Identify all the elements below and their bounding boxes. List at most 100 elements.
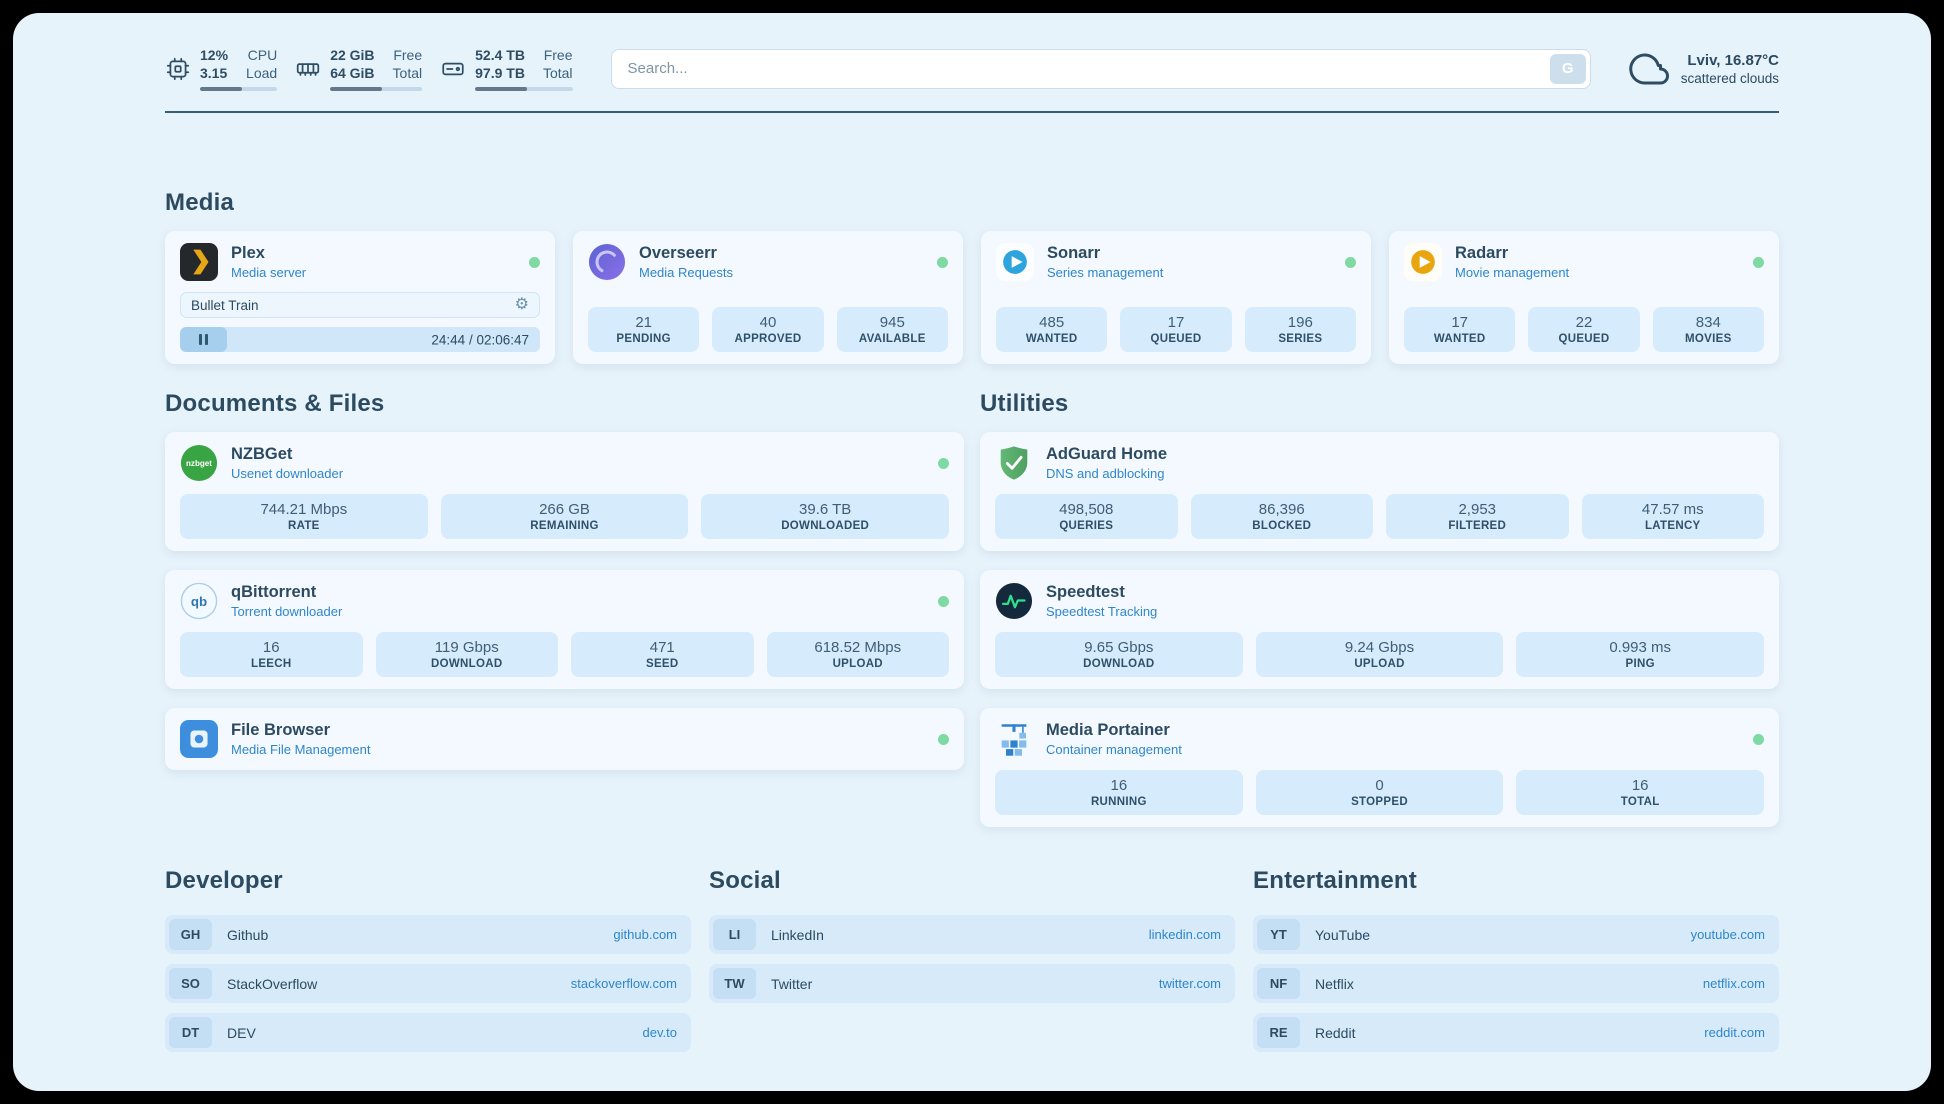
app-card-adguard[interactable]: AdGuard Home DNS and adblocking 498,508 Q… <box>980 432 1779 552</box>
app-card-radarr[interactable]: Radarr Movie management 17 WANTED 22 QUEUE… <box>1389 231 1779 365</box>
app-card-portainer[interactable]: Media Portainer Container management 16 R… <box>980 708 1779 828</box>
qbittorrent-icon: qb <box>180 582 218 620</box>
radarr-header: Radarr Movie management <box>1404 243 1764 282</box>
dev-icon: DT <box>169 1017 212 1049</box>
cpu-metric-body: 12% 3.15 CPU Load <box>200 46 278 92</box>
disk-meter-fill <box>475 87 527 92</box>
twitter-icon: TW <box>713 968 756 1000</box>
bookmark-url[interactable]: linkedin.com <box>1148 927 1221 943</box>
search-input[interactable] <box>610 48 1591 89</box>
stat-box: 471 SEED <box>571 632 754 678</box>
disk-metric: 52.4 TB 97.9 TB Free Total <box>440 46 573 92</box>
bookmark-url[interactable]: github.com <box>613 927 677 943</box>
disk-metric-body: 52.4 TB 97.9 TB Free Total <box>475 46 573 92</box>
bookmark-name: YouTube <box>1315 926 1371 943</box>
section-media: Media Plex Media server <box>165 189 1779 365</box>
bookmark-dev[interactable]: DT DEV dev.to <box>165 1013 691 1053</box>
cpu-icon <box>165 56 191 82</box>
section-documents: Documents & Files nzbget NZBGet Usenet d… <box>165 390 964 827</box>
stat-box: 498,508 QUERIES <box>995 494 1178 540</box>
bookmark-url[interactable]: stackoverflow.com <box>570 976 677 992</box>
speedtest-header: Speedtest Speedtest Tracking <box>995 582 1764 620</box>
weather-widget[interactable]: Lviv, 16.87°C scattered clouds <box>1628 48 1779 90</box>
app-desc: Container management <box>1046 742 1182 758</box>
app-desc: Movie management <box>1455 265 1570 281</box>
stackoverflow-icon: SO <box>169 968 212 1000</box>
app-name: Overseerr <box>639 244 717 263</box>
plex-icon <box>180 243 218 282</box>
app-name: Media Portainer <box>1046 721 1170 740</box>
google-search-button[interactable]: G <box>1549 53 1586 84</box>
bookmark-url[interactable]: reddit.com <box>1704 1025 1765 1041</box>
ram-total-value: 64 GiB <box>330 65 375 82</box>
bookmark-url[interactable]: twitter.com <box>1158 976 1221 992</box>
bookmark-twitter[interactable]: TW Twitter twitter.com <box>709 964 1235 1004</box>
bookmark-url[interactable]: dev.to <box>642 1025 677 1041</box>
app-card-overseerr[interactable]: Overseerr Media Requests 21 PENDING 40 APP… <box>573 231 963 365</box>
status-dot <box>529 256 540 268</box>
bookmark-url[interactable]: netflix.com <box>1702 976 1765 992</box>
ram-icon <box>295 56 321 82</box>
entertainment-section-title: Entertainment <box>1253 867 1417 895</box>
system-metrics: 12% 3.15 CPU Load <box>165 46 573 92</box>
bookmark-name: Twitter <box>771 975 813 992</box>
portainer-titles: Media Portainer Container management <box>1046 721 1182 757</box>
app-name: Sonarr <box>1047 244 1101 263</box>
overseerr-titles: Overseerr Media Requests <box>639 244 733 280</box>
bookmark-youtube[interactable]: YT YouTube youtube.com <box>1253 915 1779 955</box>
app-desc: DNS and adblocking <box>1046 466 1165 482</box>
nzbget-header: nzbget NZBGet Usenet downloader <box>180 444 949 482</box>
bookmark-reddit[interactable]: RE Reddit reddit.com <box>1253 1013 1779 1053</box>
adguard-stats: 498,508 QUERIES 86,396 BLOCKED 2,953 FILTER… <box>995 494 1764 540</box>
media-grid: Plex Media server Bullet Train ⚙ 24:44 <box>165 231 1779 365</box>
section-social: Social LI LinkedIn linkedin.com TW Twitt… <box>709 867 1235 1052</box>
weather-condition: scattered clouds <box>1680 70 1779 86</box>
stat-box: 47.57 ms LATENCY <box>1581 494 1764 540</box>
app-card-sonarr[interactable]: Sonarr Series management 485 WANTED 17 QUE… <box>981 231 1371 365</box>
app-desc: Series management <box>1047 265 1164 281</box>
bookmark-stackoverflow[interactable]: SO StackOverflow stackoverflow.com <box>165 964 691 1004</box>
app-card-nzbget[interactable]: nzbget NZBGet Usenet downloader 744.21 M… <box>165 432 964 552</box>
bookmark-netflix[interactable]: NF Netflix netflix.com <box>1253 964 1779 1004</box>
bookmark-name: Github <box>227 926 269 943</box>
app-card-filebrowser[interactable]: File Browser Media File Management <box>165 708 964 771</box>
filebrowser-icon <box>180 720 218 759</box>
stat-box: 9.24 Gbps UPLOAD <box>1255 632 1504 678</box>
two-column-area: Documents & Files nzbget NZBGet Usenet d… <box>165 390 1779 828</box>
filebrowser-header: File Browser Media File Management <box>180 720 949 759</box>
qbittorrent-header: qb qBittorrent Torrent downloader <box>180 582 949 620</box>
bookmark-github[interactable]: GH Github github.com <box>165 915 691 955</box>
documents-section-title: Documents & Files <box>165 390 385 418</box>
stat-box: 744.21 Mbps RATE <box>180 494 428 540</box>
qbittorrent-stats: 16 LEECH 119 Gbps DOWNLOAD 471 SEED 618.52 … <box>180 632 949 678</box>
gear-icon[interactable]: ⚙ <box>514 296 529 314</box>
speedtest-stats: 9.65 Gbps DOWNLOAD 9.24 Gbps UPLOAD 0.993 … <box>995 632 1765 678</box>
radarr-icon <box>1404 243 1442 282</box>
search-bar: G <box>610 48 1591 89</box>
bookmark-name: LinkedIn <box>771 926 824 943</box>
bookmark-url[interactable]: youtube.com <box>1690 927 1765 943</box>
speedtest-titles: Speedtest Speedtest Tracking <box>1046 583 1157 619</box>
sonarr-header: Sonarr Series management <box>996 243 1356 282</box>
app-desc: Media Requests <box>639 265 733 281</box>
youtube-icon: YT <box>1257 919 1300 951</box>
utilities-section-title: Utilities <box>980 390 1069 418</box>
stat-box: 21 PENDING <box>588 307 700 353</box>
stat-box: 86,396 BLOCKED <box>1190 494 1373 540</box>
status-dot <box>1345 256 1356 268</box>
linkedin-icon: LI <box>713 919 756 951</box>
status-dot <box>938 457 949 469</box>
app-card-qbittorrent[interactable]: qb qBittorrent Torrent downloader 16 LEEC… <box>165 570 964 690</box>
cpu-meter <box>200 87 278 92</box>
app-name: NZBGet <box>231 445 293 464</box>
pause-icon[interactable] <box>198 334 208 346</box>
bookmark-linkedin[interactable]: LI LinkedIn linkedin.com <box>709 915 1235 955</box>
bookmark-name: Netflix <box>1315 975 1354 992</box>
app-card-speedtest[interactable]: Speedtest Speedtest Tracking 9.65 Gbps DO… <box>980 570 1779 690</box>
top-bar: 12% 3.15 CPU Load <box>165 46 1779 92</box>
app-card-plex[interactable]: Plex Media server Bullet Train ⚙ 24:44 <box>165 231 555 365</box>
plex-progress-bar[interactable]: 24:44 / 02:06:47 <box>180 327 540 353</box>
disk-free-label: Free <box>543 47 573 63</box>
media-section-title: Media <box>165 189 235 217</box>
stat-box: 0 STOPPED <box>1255 770 1504 816</box>
